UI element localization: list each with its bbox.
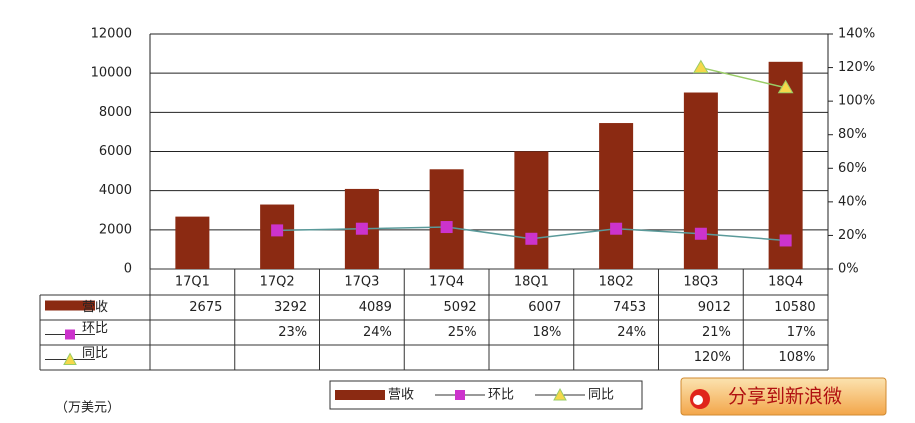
table-value: 17% bbox=[787, 325, 816, 340]
table-value: 23% bbox=[278, 325, 307, 340]
x-tick-label: 17Q1 bbox=[175, 275, 210, 290]
unit-label: （万美元） bbox=[55, 401, 120, 416]
table-value: 18% bbox=[532, 325, 561, 340]
x-tick-label: 18Q3 bbox=[683, 275, 718, 290]
bar bbox=[175, 216, 210, 269]
x-tick-label: 17Q4 bbox=[429, 275, 464, 290]
marker bbox=[355, 222, 368, 235]
table-value: 7453 bbox=[613, 300, 646, 315]
marker bbox=[525, 232, 538, 245]
marker bbox=[271, 224, 284, 237]
legend-swatch bbox=[335, 390, 385, 400]
x-tick-label: 17Q2 bbox=[260, 275, 295, 290]
table-value: 10580 bbox=[774, 300, 815, 315]
marker bbox=[693, 59, 709, 74]
legend-label: 环比 bbox=[488, 388, 514, 403]
y2-tick-label: 120% bbox=[838, 60, 875, 75]
bar bbox=[599, 123, 634, 270]
y2-tick-label: 40% bbox=[838, 194, 867, 209]
table-value: 24% bbox=[363, 325, 392, 340]
legend-marker bbox=[455, 390, 465, 400]
marker bbox=[440, 221, 453, 234]
table-row-header: 同比 bbox=[82, 346, 108, 361]
bar bbox=[683, 92, 718, 269]
y2-tick-label: 100% bbox=[838, 94, 875, 109]
table-row-header: 营收 bbox=[82, 300, 108, 315]
table-value: 25% bbox=[448, 325, 477, 340]
table-value: 24% bbox=[617, 325, 646, 340]
bar bbox=[429, 169, 464, 269]
legend-label: 同比 bbox=[588, 388, 614, 403]
legend-label: 营收 bbox=[388, 388, 414, 403]
share-button-label[interactable]: 分享到新浪微 bbox=[728, 386, 842, 408]
table-value: 120% bbox=[694, 350, 731, 365]
share-button-bg[interactable] bbox=[680, 377, 887, 416]
x-tick-label: 18Q2 bbox=[599, 275, 634, 290]
share-button[interactable]: 分享到新浪微 bbox=[680, 377, 887, 416]
y-tick-label: 0 bbox=[124, 262, 132, 277]
table-value: 21% bbox=[702, 325, 731, 340]
marker bbox=[694, 227, 707, 240]
x-tick-label: 17Q3 bbox=[344, 275, 379, 290]
legend-marker bbox=[65, 329, 75, 340]
table-value: 2675 bbox=[189, 300, 222, 315]
y2-tick-label: 20% bbox=[838, 228, 867, 243]
legend-swatch bbox=[45, 300, 95, 311]
y-tick-label: 6000 bbox=[99, 144, 132, 159]
marker bbox=[779, 234, 792, 247]
table-value: 5092 bbox=[444, 300, 477, 315]
table-value: 3292 bbox=[274, 300, 307, 315]
table-value: 108% bbox=[778, 350, 815, 365]
bar bbox=[514, 151, 549, 269]
x-tick-label: 18Q4 bbox=[768, 275, 803, 290]
bar bbox=[260, 204, 295, 269]
table-value: 6007 bbox=[528, 300, 561, 315]
weibo-icon-eye bbox=[693, 395, 703, 405]
legend-marker bbox=[553, 387, 567, 401]
y-tick-label: 8000 bbox=[99, 105, 132, 120]
x-tick-label: 18Q1 bbox=[514, 275, 549, 290]
y2-tick-label: 140% bbox=[838, 27, 875, 42]
legend-marker bbox=[63, 352, 77, 365]
y2-tick-label: 0% bbox=[838, 262, 859, 277]
marker bbox=[777, 79, 794, 94]
y2-tick-label: 80% bbox=[838, 127, 867, 142]
y2-tick-label: 60% bbox=[838, 161, 867, 176]
y-tick-label: 2000 bbox=[99, 222, 132, 237]
y-tick-label: 12000 bbox=[91, 27, 132, 42]
table-value: 4089 bbox=[359, 300, 392, 315]
table-value: 9012 bbox=[698, 300, 731, 315]
y-tick-label: 4000 bbox=[99, 183, 132, 198]
marker bbox=[610, 222, 623, 235]
y-tick-label: 10000 bbox=[91, 66, 132, 81]
line-series bbox=[700, 66, 786, 89]
table-row-header: 环比 bbox=[82, 321, 108, 336]
